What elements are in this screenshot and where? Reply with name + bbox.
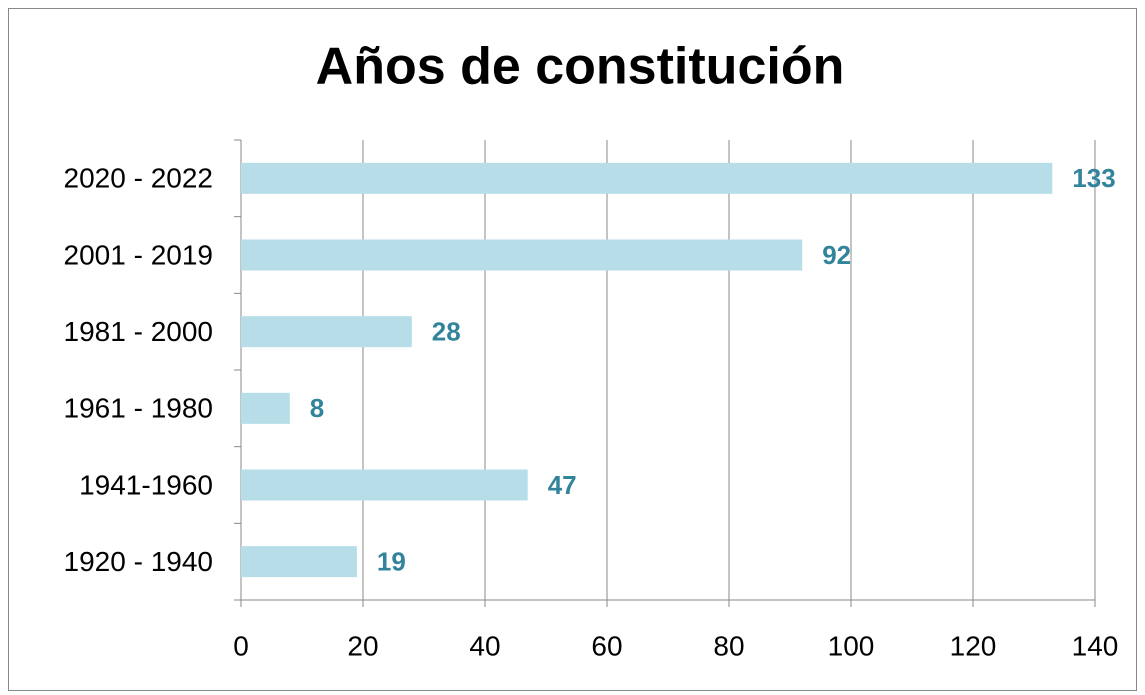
y-tick-label: 1981 - 2000 <box>64 316 213 347</box>
y-tick-label: 1941-1960 <box>79 469 213 500</box>
bar <box>241 469 528 501</box>
y-tick-label: 2001 - 2019 <box>64 239 213 270</box>
value-label: 47 <box>548 470 577 500</box>
value-label: 92 <box>822 240 851 270</box>
x-tick-label: 0 <box>233 630 249 661</box>
value-label: 28 <box>432 317 461 347</box>
chart-border <box>8 8 1137 691</box>
y-tick-label: 2020 - 2022 <box>64 163 213 194</box>
bar <box>241 239 803 271</box>
bar <box>241 316 412 348</box>
x-tick-label: 80 <box>713 630 744 661</box>
bar <box>241 392 290 424</box>
x-tick-label: 60 <box>591 630 622 661</box>
y-tick-label: 1961 - 1980 <box>64 393 213 424</box>
value-label: 19 <box>377 547 406 577</box>
x-tick-label: 100 <box>828 630 875 661</box>
chart-title: Años de constitución <box>316 38 845 96</box>
x-tick-label: 140 <box>1072 630 1119 661</box>
x-tick-label: 20 <box>347 630 378 661</box>
value-label: 8 <box>310 393 324 423</box>
y-tick-label: 1920 - 1940 <box>64 546 213 577</box>
x-tick-label: 40 <box>469 630 500 661</box>
value-label: 133 <box>1072 163 1115 193</box>
x-tick-label: 120 <box>950 630 997 661</box>
bar <box>241 162 1053 194</box>
bar <box>241 546 357 578</box>
